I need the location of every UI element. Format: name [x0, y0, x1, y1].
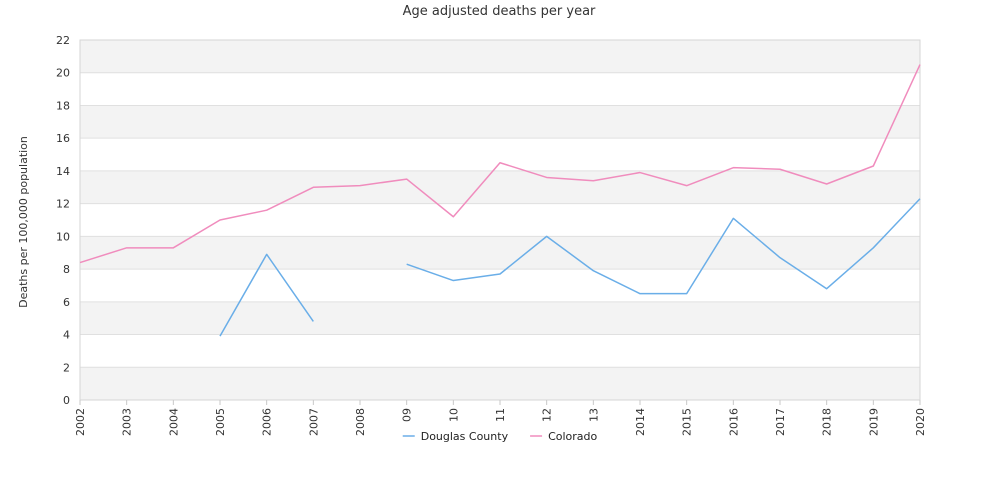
legend-label: Colorado — [548, 430, 597, 443]
plot-bands — [80, 40, 920, 400]
x-tick-label: 2008 — [354, 408, 367, 436]
x-tick-label: 2003 — [121, 408, 134, 436]
y-tick-label: 22 — [56, 34, 70, 47]
plot-band — [80, 170, 920, 204]
gridlines — [80, 39, 920, 401]
plot-band — [80, 236, 920, 270]
y-axis: 0 2 4 6 8 10 12 14 16 18 20 22 — [56, 34, 70, 407]
x-tick-label: 09 — [401, 408, 414, 422]
y-axis-title: Deaths per 100,000 population — [17, 136, 30, 308]
plot-border — [79, 39, 921, 401]
legend: Douglas County Colorado — [402, 430, 598, 443]
y-tick-label: 20 — [56, 67, 70, 80]
plot-band — [80, 105, 920, 139]
x-tick-label: 2004 — [167, 408, 180, 436]
series-line-douglas-county — [219, 198, 921, 337]
y-tick-label: 14 — [56, 165, 70, 178]
series-lines — [79, 64, 921, 337]
y-tick-label: 16 — [56, 132, 70, 145]
y-tick-label: 18 — [56, 99, 70, 112]
y-tick-label: 8 — [63, 263, 70, 276]
plot-band — [80, 367, 920, 400]
series-line-colorado — [79, 64, 921, 264]
x-tick-label: 2015 — [681, 408, 694, 436]
x-tick-label: 11 — [494, 408, 507, 422]
x-tick-label: 2019 — [867, 408, 880, 436]
plot-band — [80, 40, 920, 73]
chart-title: Age adjusted deaths per year — [403, 4, 596, 19]
x-tick-label: 2014 — [634, 408, 647, 436]
y-tick-label: 10 — [56, 230, 70, 243]
legend-item-douglas-county[interactable]: Douglas County — [402, 430, 509, 443]
x-tick-label: 2020 — [914, 408, 927, 436]
y-tick-label: 2 — [63, 361, 70, 374]
x-tick-label: 12 — [541, 408, 554, 422]
y-tick-label: 0 — [63, 394, 70, 407]
x-tick-label: 2005 — [214, 408, 227, 436]
x-tick-label: 2002 — [74, 408, 87, 436]
x-tick-label: 2018 — [821, 408, 834, 436]
x-axis: 2002 2003 2004 2005 2006 2007 2008 09 10 11 12 13 20… — [74, 400, 927, 436]
y-tick-label: 12 — [56, 198, 70, 211]
y-tick-label: 6 — [63, 296, 70, 309]
x-tick-label: 2007 — [307, 408, 320, 436]
legend-label: Douglas County — [421, 430, 509, 443]
x-tick-label: 10 — [447, 408, 460, 422]
legend-item-colorado[interactable]: Colorado — [530, 430, 598, 443]
plot-band — [80, 301, 920, 335]
x-tick-label: 2017 — [774, 408, 787, 436]
x-tick-label: 13 — [587, 408, 600, 422]
x-tick-label: 2006 — [261, 408, 274, 436]
x-tick-label: 2016 — [727, 408, 740, 436]
y-tick-label: 4 — [63, 329, 70, 342]
